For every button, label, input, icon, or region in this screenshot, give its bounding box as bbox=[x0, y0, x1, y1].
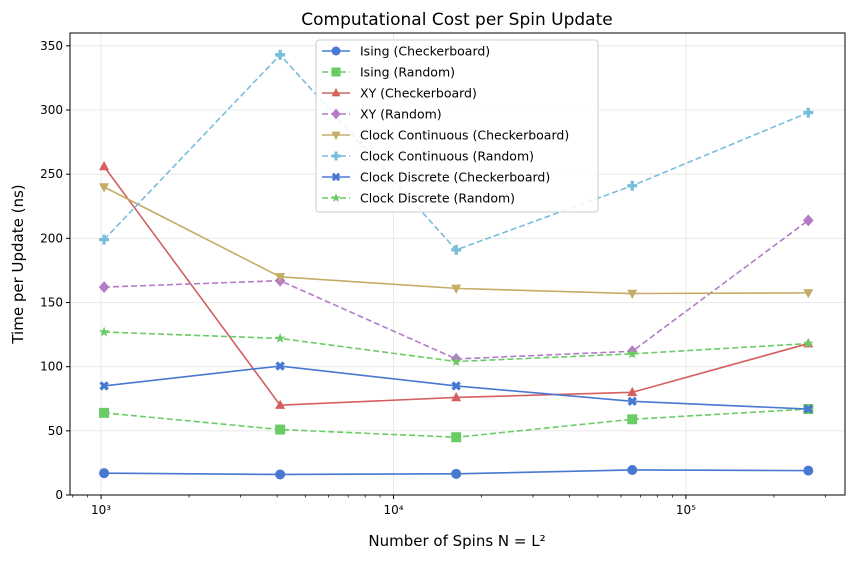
y-tick-label: 200 bbox=[40, 231, 63, 245]
legend-entry: XY (Checkerboard) bbox=[322, 86, 477, 101]
series-xy-random bbox=[98, 214, 814, 365]
series-clock-discrete-random bbox=[98, 326, 814, 366]
x-tick-label: 10⁵ bbox=[676, 503, 696, 517]
marker-triangle-down bbox=[451, 284, 462, 294]
legend-label: Clock Discrete (Checkerboard) bbox=[360, 170, 550, 185]
marker-plus bbox=[627, 180, 638, 191]
legend-label: XY (Random) bbox=[360, 107, 442, 122]
legend-label: Clock Continuous (Random) bbox=[360, 149, 534, 164]
legend-entry: XY (Random) bbox=[322, 107, 442, 122]
legend-entry: Clock Continuous (Checkerboard) bbox=[322, 128, 569, 143]
series-clock-continuous-random bbox=[99, 49, 814, 255]
marker-plus bbox=[99, 234, 110, 245]
marker-triangle-up bbox=[451, 391, 462, 402]
marker-circle bbox=[99, 468, 110, 479]
marker-triangle-up bbox=[331, 88, 341, 97]
marker-x bbox=[803, 404, 813, 414]
y-tick-label: 0 bbox=[55, 488, 63, 502]
marker-plus bbox=[275, 49, 286, 60]
marker-triangle-up bbox=[627, 386, 638, 397]
marker-triangle-up bbox=[275, 399, 286, 409]
plot-frame bbox=[69, 32, 846, 496]
series-layer bbox=[98, 49, 814, 480]
legend-label: Clock Continuous (Checkerboard) bbox=[360, 128, 569, 143]
y-tick-label: 150 bbox=[40, 296, 63, 310]
legend-entry: Ising (Checkerboard) bbox=[322, 44, 490, 59]
x-axis-label: Number of Spins N = L² bbox=[368, 532, 545, 550]
y-axis-label: Time per Update (ns) bbox=[9, 184, 27, 344]
marker-circle bbox=[331, 46, 341, 56]
marker-triangle-down bbox=[99, 183, 110, 193]
y-tick-label: 50 bbox=[48, 424, 63, 438]
marker-diamond bbox=[98, 281, 110, 294]
marker-square bbox=[451, 432, 462, 443]
y-tick-label: 100 bbox=[40, 360, 63, 374]
marker-diamond bbox=[803, 214, 814, 227]
marker-x bbox=[275, 361, 285, 371]
series-clock-discrete-checkerboard bbox=[99, 361, 813, 414]
marker-triangle-down bbox=[627, 289, 638, 300]
x-tick-label: 10⁴ bbox=[383, 503, 403, 517]
legend-entry: Clock Discrete (Random) bbox=[322, 191, 515, 206]
marker-square bbox=[99, 407, 110, 418]
legend-entry: Clock Discrete (Checkerboard) bbox=[322, 170, 550, 185]
marker-triangle-up bbox=[99, 160, 110, 171]
marker-triangle-down bbox=[275, 273, 286, 283]
legend: Ising (Checkerboard) Ising (Random) XY (Ch… bbox=[315, 39, 599, 213]
legend-label: XY (Checkerboard) bbox=[360, 86, 477, 101]
marker-triangle-down bbox=[331, 131, 341, 140]
marker-plus bbox=[451, 244, 462, 255]
legend-label: Clock Discrete (Random) bbox=[360, 191, 515, 206]
marker-star bbox=[803, 338, 814, 349]
marker-x bbox=[331, 172, 341, 182]
marker-x bbox=[451, 381, 461, 391]
chart-title: Computational Cost per Spin Update bbox=[301, 10, 612, 30]
marker-star bbox=[450, 356, 462, 366]
legend-label: Ising (Random) bbox=[360, 65, 455, 80]
legend-label: Ising (Checkerboard) bbox=[360, 44, 490, 59]
series-xy-checkerboard bbox=[99, 160, 814, 409]
legend-entry: Ising (Random) bbox=[322, 65, 455, 80]
y-tick-label: 350 bbox=[40, 39, 63, 53]
marker-circle bbox=[451, 468, 462, 479]
marker-star bbox=[627, 348, 638, 359]
marker-triangle-down bbox=[803, 289, 814, 299]
x-tick-label: 10³ bbox=[91, 503, 111, 517]
marker-square bbox=[331, 67, 341, 77]
marker-star bbox=[331, 193, 341, 203]
series-ising-random bbox=[99, 404, 814, 443]
marker-x bbox=[99, 381, 109, 391]
series-line bbox=[104, 219, 809, 360]
marker-plus bbox=[331, 151, 341, 161]
marker-star bbox=[274, 332, 286, 343]
marker-diamond bbox=[331, 108, 341, 120]
y-tick-label: 250 bbox=[40, 167, 63, 181]
marker-plus bbox=[803, 107, 814, 118]
y-tick-label: 300 bbox=[40, 103, 63, 117]
marker-circle bbox=[803, 465, 814, 476]
marker-circle bbox=[627, 464, 638, 475]
marker-square bbox=[275, 424, 286, 435]
marker-x bbox=[627, 396, 637, 407]
x-axis-label-text: Number of Spins N = L² bbox=[368, 532, 545, 550]
legend-entry: Clock Continuous (Random) bbox=[322, 149, 534, 164]
legend-frame bbox=[315, 39, 599, 213]
marker-square bbox=[627, 414, 638, 425]
ticks: 0 50 100 150 200 250 300 350 10³ 10⁴ 10⁵ bbox=[40, 39, 826, 517]
marker-star bbox=[98, 326, 110, 337]
marker-circle bbox=[275, 469, 286, 480]
series-clock-continuous-checkerboard bbox=[99, 183, 814, 300]
series-ising-checkerboard bbox=[99, 464, 814, 480]
